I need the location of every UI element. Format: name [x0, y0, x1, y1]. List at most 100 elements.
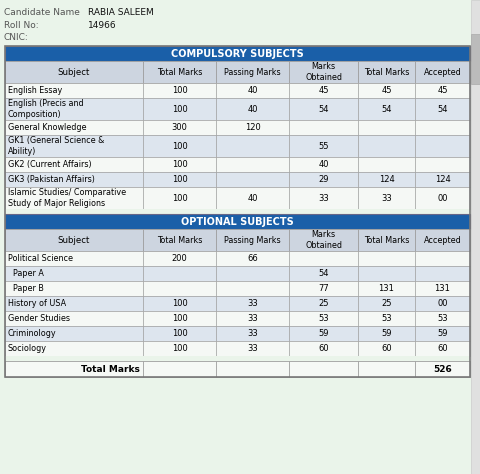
Text: Political Science: Political Science: [8, 254, 73, 263]
Text: Islamic Studies/ Comparative
Study of Major Religions: Islamic Studies/ Comparative Study of Ma…: [8, 188, 126, 208]
Bar: [358, 326, 415, 341]
Bar: [216, 61, 289, 83]
Bar: [216, 120, 289, 135]
Bar: [415, 296, 470, 311]
Bar: [415, 229, 470, 251]
Text: 45: 45: [318, 86, 329, 95]
Text: Accepted: Accepted: [424, 67, 461, 76]
Bar: [143, 157, 216, 172]
Text: 33: 33: [247, 329, 258, 338]
Bar: [471, 0, 480, 474]
Bar: [143, 187, 216, 209]
Bar: [289, 61, 358, 83]
Bar: [143, 266, 216, 281]
Bar: [143, 341, 216, 356]
Bar: [5, 251, 143, 266]
Text: 66: 66: [247, 254, 258, 263]
Bar: [415, 361, 470, 377]
Bar: [289, 120, 358, 135]
Text: Passing Marks: Passing Marks: [224, 67, 281, 76]
Text: 100: 100: [172, 142, 187, 151]
Bar: [5, 356, 470, 361]
Text: 60: 60: [381, 344, 392, 353]
Text: COMPULSORY SUBJECTS: COMPULSORY SUBJECTS: [171, 48, 304, 58]
Text: 14966: 14966: [88, 20, 117, 29]
Text: 00: 00: [437, 193, 448, 202]
Text: Criminology: Criminology: [8, 329, 57, 338]
Bar: [415, 120, 470, 135]
Bar: [415, 341, 470, 356]
Bar: [358, 266, 415, 281]
Bar: [415, 311, 470, 326]
Bar: [143, 326, 216, 341]
Text: Subject: Subject: [58, 67, 90, 76]
Bar: [358, 229, 415, 251]
Bar: [5, 46, 470, 377]
Bar: [143, 120, 216, 135]
Text: 54: 54: [318, 269, 329, 278]
Bar: [216, 281, 289, 296]
Bar: [143, 98, 216, 120]
Text: Marks
Obtained: Marks Obtained: [305, 62, 342, 82]
Bar: [216, 172, 289, 187]
Bar: [5, 120, 143, 135]
Text: 40: 40: [318, 160, 329, 169]
Text: Sociology: Sociology: [8, 344, 47, 353]
Text: Total Marks: Total Marks: [157, 67, 202, 76]
Bar: [358, 281, 415, 296]
Text: 77: 77: [318, 284, 329, 293]
Bar: [5, 266, 143, 281]
Bar: [358, 361, 415, 377]
Bar: [415, 266, 470, 281]
Bar: [216, 296, 289, 311]
Bar: [289, 361, 358, 377]
Text: 100: 100: [172, 160, 187, 169]
Bar: [358, 120, 415, 135]
Bar: [5, 229, 470, 251]
Text: 59: 59: [318, 329, 329, 338]
Bar: [5, 46, 470, 61]
Bar: [289, 83, 358, 98]
Bar: [289, 326, 358, 341]
Text: English Essay: English Essay: [8, 86, 62, 95]
Text: 100: 100: [172, 314, 187, 323]
Text: 526: 526: [433, 365, 452, 374]
Bar: [216, 157, 289, 172]
Text: 33: 33: [247, 344, 258, 353]
Bar: [358, 61, 415, 83]
Bar: [289, 251, 358, 266]
Bar: [143, 83, 216, 98]
Text: 54: 54: [318, 104, 329, 113]
Text: Paper A: Paper A: [8, 269, 44, 278]
Text: 33: 33: [381, 193, 392, 202]
Text: 53: 53: [381, 314, 392, 323]
Bar: [415, 172, 470, 187]
Text: GK1 (General Science &
Ability): GK1 (General Science & Ability): [8, 137, 104, 155]
Bar: [5, 361, 143, 377]
Bar: [5, 98, 143, 120]
Bar: [415, 251, 470, 266]
Text: Accepted: Accepted: [424, 236, 461, 245]
Text: 45: 45: [381, 86, 392, 95]
Bar: [216, 98, 289, 120]
Text: 33: 33: [247, 299, 258, 308]
Bar: [358, 341, 415, 356]
Text: 300: 300: [171, 123, 187, 132]
Bar: [358, 83, 415, 98]
Text: 54: 54: [381, 104, 392, 113]
Bar: [143, 361, 216, 377]
Bar: [358, 135, 415, 157]
Text: 33: 33: [318, 193, 329, 202]
Bar: [289, 281, 358, 296]
Bar: [143, 172, 216, 187]
Bar: [5, 229, 143, 251]
Bar: [5, 326, 143, 341]
Bar: [143, 281, 216, 296]
Text: 40: 40: [247, 86, 258, 95]
Bar: [216, 326, 289, 341]
Bar: [143, 61, 216, 83]
Bar: [358, 311, 415, 326]
Bar: [5, 214, 470, 229]
Bar: [216, 135, 289, 157]
Text: 55: 55: [318, 142, 329, 151]
